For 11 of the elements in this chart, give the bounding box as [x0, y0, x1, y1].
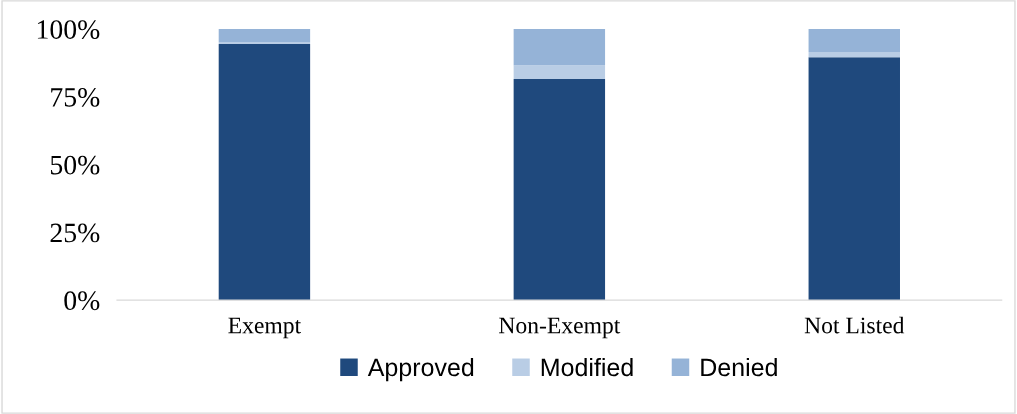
legend-label: Denied	[701, 357, 777, 377]
y-tick-label: 0%	[64, 291, 100, 311]
legend-label: Approved	[367, 357, 474, 382]
x-tick-label: Not Listed	[804, 316, 905, 334]
y-tick-label: 50%	[50, 155, 100, 175]
y-tick-label: 25%	[50, 223, 100, 243]
y-tick-label: 75%	[51, 87, 100, 107]
x-tick-label: Non-Exempt	[499, 317, 621, 339]
x-tick-label: Exempt	[228, 317, 301, 339]
legend-label: Modified	[541, 357, 633, 377]
y-tick-label: 100%	[37, 20, 100, 39]
